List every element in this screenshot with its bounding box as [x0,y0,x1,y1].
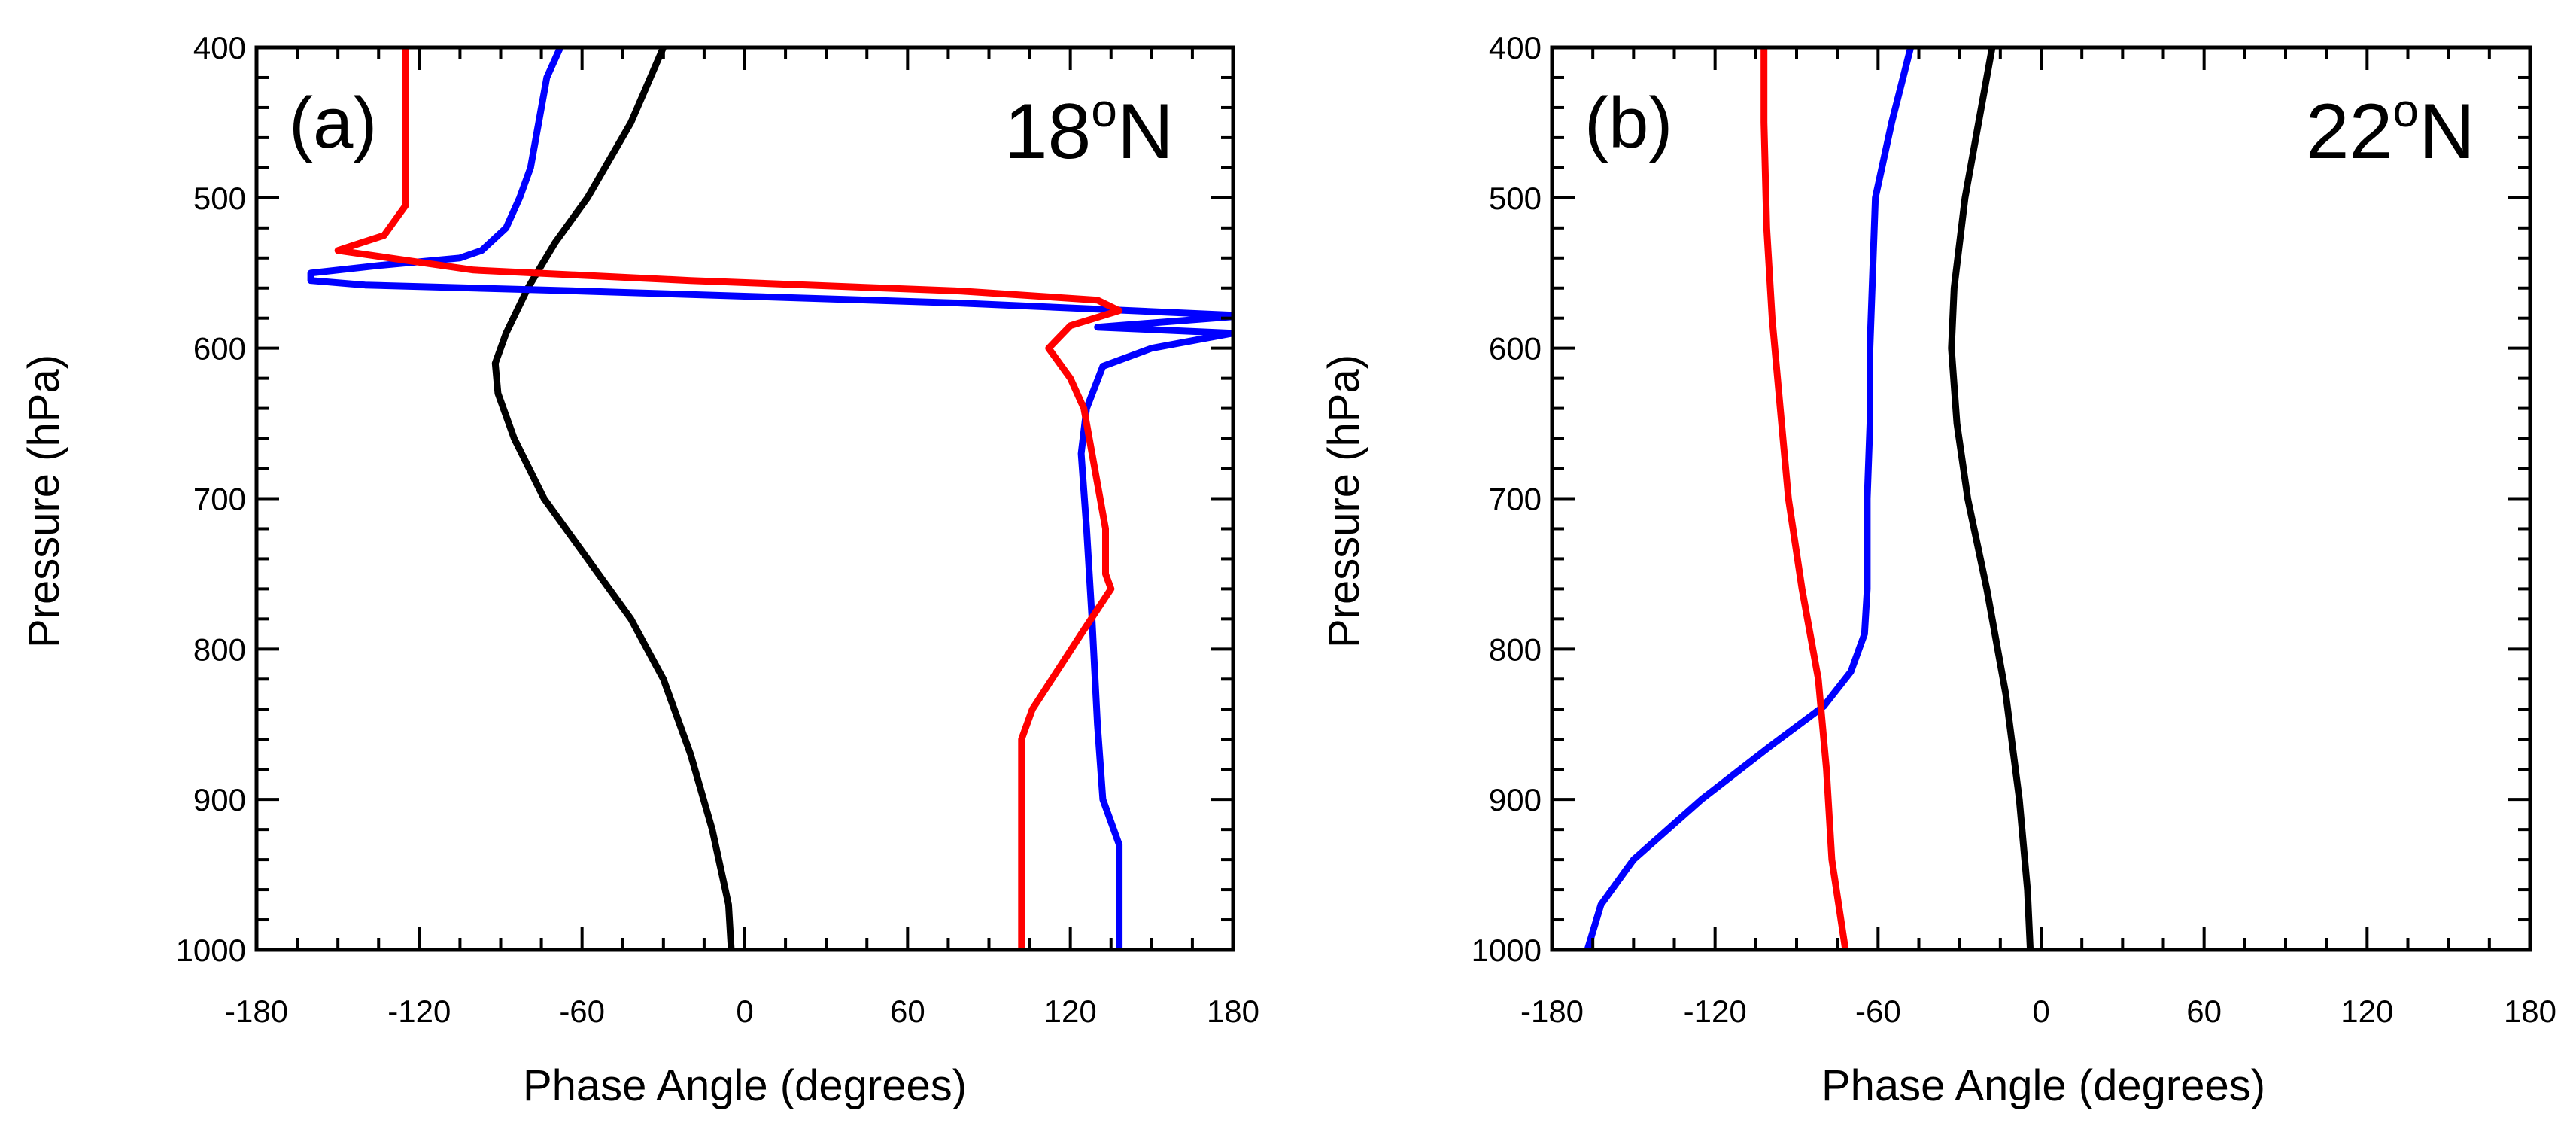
x-tick-label: -60 [1855,994,1901,1029]
panel-a: -180 -120 -60 0 60 120 180 400 500 600 700 800 900 10… [20,30,1259,1110]
x-tick-label: 120 [1044,994,1097,1029]
x-axis-title-b: Phase Angle (degrees) [1821,1061,2265,1110]
series-line-blue-a [307,47,1233,950]
latitude-value-a: 18 [1004,88,1092,175]
y-axis-title-a: Pressure (hPa) [20,355,68,648]
x-tick-label: 120 [2341,994,2393,1029]
latitude-label-b: 22oN [2306,85,2475,175]
x-tick-label: -180 [1520,994,1584,1029]
plot-lines-a [307,47,1233,950]
y-tick-label: 600 [1489,331,1542,367]
tick-labels-b: -180 -120 -60 0 60 120 180 400 500 600 700 800 900 10… [1472,30,2556,1029]
plot-frame-a [254,45,1235,952]
x-tick-label: 0 [736,994,753,1029]
x-tick-label: -60 [559,994,605,1029]
y-tick-label: 800 [193,631,246,667]
x-tick-label: 180 [2504,994,2556,1029]
series-line-red-b [1760,47,1849,950]
series-line-blue-b [1584,47,1915,950]
y-tick-label: 700 [1489,482,1542,517]
x-tick-label: 180 [1207,994,1259,1029]
panel-b: -180 -120 -60 0 60 120 180 400 500 600 700 800 900 10… [1320,30,2556,1110]
y-tick-label: 700 [193,482,246,517]
latitude-value-b: 22 [2306,88,2393,175]
ticks-b [1551,46,2532,951]
series-line-red-a [334,47,1123,950]
y-axis-title-b: Pressure (hPa) [1320,355,1368,648]
x-tick-label: -120 [1684,994,1747,1029]
y-tick-label: 500 [193,181,246,216]
x-tick-label: -180 [225,994,288,1029]
degree-symbol-a: o [1091,85,1116,137]
series-line-black-a [491,47,735,950]
y-tick-label: 400 [1489,30,1542,65]
degree-symbol-b: o [2392,85,2418,137]
plot-frame-b [1550,45,2532,952]
y-tick-label: 500 [1489,181,1542,216]
panel-label-a: (a) [289,83,377,163]
x-tick-label: 0 [2032,994,2049,1029]
y-tick-label: 800 [1489,631,1542,667]
x-axis-title-a: Phase Angle (degrees) [523,1061,967,1110]
plot-lines-b [1584,47,2034,950]
tick-labels-a: -180 -120 -60 0 60 120 180 400 500 600 700 800 900 10… [176,30,1259,1029]
x-tick-label: 60 [2186,994,2222,1029]
panel-label-b: (b) [1584,83,1672,163]
y-tick-label: 1000 [176,933,246,968]
x-tick-label: -120 [387,994,451,1029]
y-tick-label: 1000 [1472,933,1542,968]
series-line-black-b [1948,47,2034,950]
hemisphere-b: N [2419,88,2475,175]
latitude-label-a: 18oN [1004,85,1174,175]
y-tick-label: 600 [193,331,246,367]
x-tick-label: 60 [890,994,925,1029]
y-tick-label: 900 [193,782,246,817]
y-tick-label: 900 [1489,782,1542,817]
y-tick-label: 400 [193,30,246,65]
hemisphere-a: N [1117,88,1174,175]
ticks-a [255,46,1235,951]
